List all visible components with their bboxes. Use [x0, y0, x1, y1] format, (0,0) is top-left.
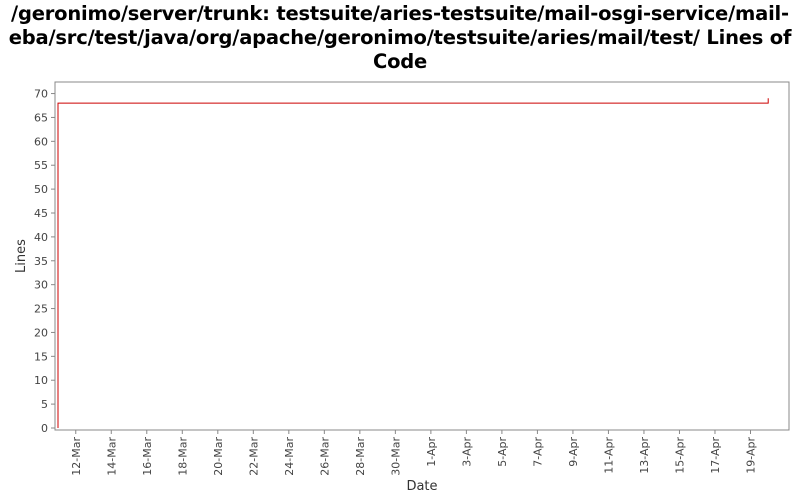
x-tick-label: 14-Mar	[105, 437, 118, 476]
x-tick-label: 9-Apr	[567, 437, 580, 467]
x-tick-label: 13-Apr	[638, 437, 651, 474]
x-tick-label: 11-Apr	[602, 437, 615, 474]
x-tick-label: 3-Apr	[460, 437, 473, 467]
x-axis: 12-Mar 14-Mar 16-Mar 18-Mar 20-Mar 22-Mar 24-M…	[70, 430, 757, 476]
y-tick-label: 30	[34, 279, 48, 292]
x-tick-label: 7-Apr	[531, 437, 544, 467]
x-tick-label: 20-Mar	[212, 437, 225, 476]
x-tick-label: 17-Apr	[709, 437, 722, 474]
x-tick-label: 18-Mar	[176, 437, 189, 476]
x-tick-label: 30-Mar	[389, 437, 402, 476]
x-tick-label: 15-Apr	[673, 437, 686, 474]
y-tick-label: 5	[41, 398, 48, 411]
x-tick-label: 16-Mar	[141, 437, 154, 476]
x-tick-label: 22-Mar	[247, 437, 260, 476]
series-layer	[57, 98, 769, 429]
x-tick-label: 24-Mar	[283, 437, 296, 476]
x-axis-label: Date	[406, 479, 437, 494]
plot-area	[54, 81, 790, 431]
y-tick-label: 10	[34, 374, 48, 387]
x-tick-label: 5-Apr	[496, 437, 509, 467]
y-axis-label: Lines	[14, 239, 29, 273]
y-tick-label: 0	[41, 422, 48, 435]
y-axis: 0 5 10 15 20 25 30 35 40 45 50 55 60 65 70	[34, 88, 55, 435]
y-tick-label: 60	[34, 135, 48, 148]
x-tick-label: 19-Apr	[744, 437, 757, 474]
y-tick-label: 40	[34, 231, 48, 244]
y-tick-label: 25	[34, 303, 48, 316]
chart-title: /geronimo/server/trunk: testsuite/aries-…	[8, 2, 792, 73]
y-tick-label: 20	[34, 326, 48, 339]
y-tick-label: 70	[34, 88, 48, 101]
y-tick-label: 65	[34, 111, 48, 124]
x-tick-label: 12-Mar	[70, 437, 83, 476]
y-tick-label: 45	[34, 207, 48, 220]
x-tick-label: 1-Apr	[425, 437, 438, 467]
x-tick-label: 28-Mar	[354, 437, 367, 476]
x-tick-label: 26-Mar	[318, 437, 331, 476]
series-line-0	[57, 98, 769, 428]
y-tick-label: 55	[34, 159, 48, 172]
y-tick-label: 15	[34, 350, 48, 363]
y-tick-label: 50	[34, 183, 48, 196]
y-tick-label: 35	[34, 255, 48, 268]
